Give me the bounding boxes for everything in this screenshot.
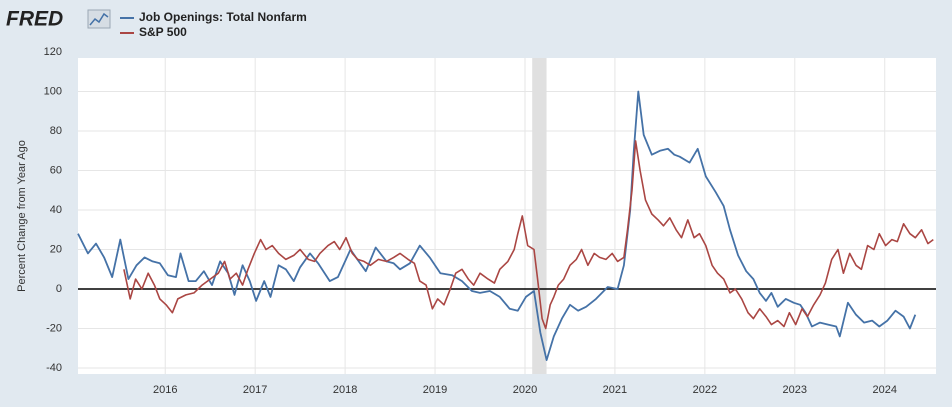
y-tick-label: 60 [50,164,62,176]
x-tick-label: 2023 [783,384,807,396]
x-tick-label: 2024 [872,384,896,396]
legend-text: S&P 500 [139,25,187,39]
logo: FRED [6,8,63,31]
y-tick-label: 20 [50,243,62,255]
series-line [123,140,934,330]
x-tick-label: 2018 [333,384,357,396]
x-tick-label: 2021 [603,384,627,396]
y-tick-label: 120 [44,46,62,58]
legend-text: Job Openings: Total Nonfarm [139,10,307,24]
y-tick-label: 40 [50,204,62,216]
y-tick-label: 0 [56,283,62,295]
y-axis-label: Percent Change from Year Ago [16,140,28,292]
x-tick-label: 2020 [513,384,537,396]
x-tick-label: 2022 [693,384,717,396]
y-tick-label: -40 [46,362,62,374]
x-tick-label: 2019 [423,384,447,396]
y-tick-label: -20 [46,322,62,334]
y-tick-label: 80 [50,125,62,137]
y-tick-label: 100 [44,85,62,97]
x-tick-label: 2016 [153,384,177,396]
recession-shade [532,58,547,374]
plot-area [78,58,936,374]
logo-icon [87,9,111,29]
series-line [77,90,917,361]
x-tick-label: 2017 [243,384,267,396]
